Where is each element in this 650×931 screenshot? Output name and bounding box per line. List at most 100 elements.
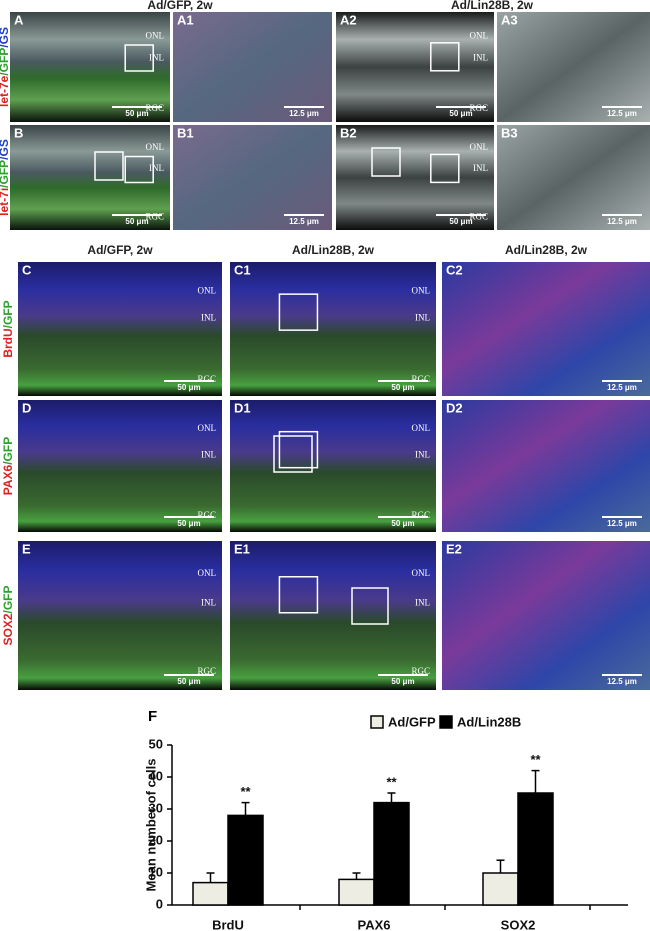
column-header: Ad/GFP, 2w	[87, 243, 153, 257]
layer-label: INL	[415, 450, 430, 460]
layer-label: INL	[201, 450, 216, 460]
panel-letter: F	[148, 708, 157, 725]
row-label-part: /GS	[0, 27, 11, 48]
row-label-part: /GFP	[0, 48, 11, 76]
layer-label: ONL	[412, 568, 431, 578]
column-header: Ad/Lin28B, 2w	[292, 243, 375, 257]
row-label: SOX2/GFP	[1, 585, 15, 645]
layer-label: INL	[149, 52, 164, 62]
y-tick-label: 10	[149, 864, 163, 879]
micrograph	[497, 125, 650, 230]
y-tick-label: 50	[149, 736, 163, 751]
row-label-part: let-7e	[0, 75, 11, 107]
micrograph	[10, 125, 170, 230]
scale-label: 50 μm	[125, 109, 148, 118]
micrograph	[18, 400, 222, 532]
column-header: Ad/Lin28B, 2w	[451, 0, 534, 12]
layer-label: INL	[201, 312, 216, 322]
y-tick-label: 20	[149, 832, 163, 847]
micrograph	[173, 125, 332, 230]
bar	[227, 814, 264, 906]
row-label-part: /GS	[0, 139, 11, 160]
panel-letter: A1	[177, 12, 194, 27]
micrograph	[173, 12, 332, 122]
row-label-part: /GFP	[0, 160, 11, 188]
significance: **	[386, 774, 397, 789]
layer-label: INL	[149, 163, 164, 173]
scale-label: 12.5 μm	[607, 217, 637, 226]
bar	[517, 792, 554, 906]
layer-label: RGC	[145, 211, 164, 221]
legend-label: Ad/Lin28B	[457, 714, 521, 729]
inset-box	[351, 587, 389, 625]
panel-letter: A2	[340, 12, 357, 27]
scale-label: 50 μm	[391, 519, 414, 528]
panel-letter: D2	[446, 400, 463, 415]
micrograph	[336, 125, 494, 230]
layer-label: INL	[201, 598, 216, 608]
y-axis-label: Mean number of cells	[143, 759, 158, 892]
scale-label: 50 μm	[391, 677, 414, 686]
micrograph	[230, 541, 436, 690]
scale-label: 12.5 μm	[289, 217, 319, 226]
panel-letter: E2	[446, 541, 462, 556]
micrograph	[442, 262, 650, 396]
x-tick-label: SOX2	[501, 917, 536, 931]
layer-label: ONL	[146, 30, 165, 40]
bar	[192, 881, 229, 906]
micrograph	[497, 12, 650, 122]
micrograph	[442, 541, 650, 690]
inset-box	[278, 430, 319, 469]
panel-letter: A	[14, 12, 24, 27]
bar	[338, 878, 375, 906]
x-tick-label: PAX6	[358, 917, 391, 931]
row-label: PAX6/GFP	[1, 437, 15, 495]
row-label-part: /GFP	[1, 437, 15, 465]
scale-label: 50 μm	[177, 519, 200, 528]
panel-letter: A3	[501, 12, 518, 27]
panel-letter: C2	[446, 262, 463, 277]
micrograph	[230, 400, 436, 532]
scale-label: 12.5 μm	[607, 677, 637, 686]
layer-label: RGC	[411, 374, 430, 384]
legend-swatch	[370, 715, 384, 729]
row-label-part: SOX2	[1, 613, 15, 645]
layer-label: ONL	[412, 423, 431, 433]
scale-label: 12.5 μm	[607, 109, 637, 118]
column-header: Ad/GFP, 2w	[147, 0, 213, 12]
layer-label: ONL	[470, 30, 489, 40]
layer-label: RGC	[469, 211, 488, 221]
scale-label: 50 μm	[125, 217, 148, 226]
significance: **	[240, 784, 251, 799]
layer-label: INL	[415, 312, 430, 322]
panel-letter: D1	[234, 400, 251, 415]
layer-label: ONL	[198, 286, 217, 296]
inset-box	[273, 435, 313, 473]
inset-box	[371, 147, 401, 177]
micrograph	[10, 12, 170, 122]
layer-label: ONL	[198, 423, 217, 433]
scale-label: 12.5 μm	[607, 519, 637, 528]
scale-label: 50 μm	[177, 677, 200, 686]
inset-box	[430, 153, 460, 184]
panel-letter: B1	[177, 125, 194, 140]
row-label-part: let-7i	[0, 188, 11, 216]
micrograph	[18, 262, 222, 396]
layer-label: INL	[473, 52, 488, 62]
layer-label: RGC	[197, 374, 216, 384]
micrograph	[18, 541, 222, 690]
inset-box	[278, 293, 319, 331]
bar	[482, 872, 519, 906]
panel-letter: E	[22, 541, 31, 556]
legend-label: Ad/GFP	[388, 714, 436, 729]
panel-letter: B3	[501, 125, 518, 140]
row-label-part: /GFP	[1, 300, 15, 328]
inset-box	[94, 151, 124, 181]
layer-label: INL	[473, 163, 488, 173]
layer-label: RGC	[197, 666, 216, 676]
row-label: let-7e/GFP/GS	[0, 27, 11, 107]
scale-label: 50 μm	[177, 383, 200, 392]
inset-box	[124, 155, 154, 184]
layer-label: ONL	[470, 142, 489, 152]
